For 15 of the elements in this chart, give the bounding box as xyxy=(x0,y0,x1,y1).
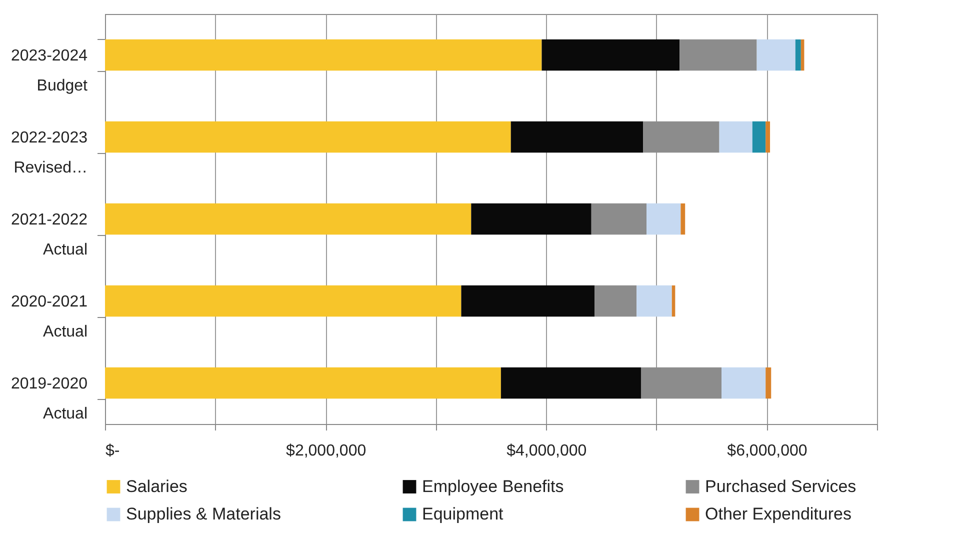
x-tick-label: $- xyxy=(106,442,120,460)
x-tick-label: $2,000,000 xyxy=(286,442,366,460)
x-tick-label: $4,000,000 xyxy=(506,442,587,460)
x-tick-label: $6,000,000 xyxy=(727,442,808,460)
legend-label: Employee Benefits xyxy=(422,476,564,496)
legend-label: Other Expenditures xyxy=(705,504,852,524)
legend-label: Purchased Services xyxy=(705,476,856,496)
y-tick-label: 2020-2021 Actual xyxy=(10,294,88,340)
y-tick-label: 2021-2022 Actual xyxy=(10,212,88,258)
legend-label: Salaries xyxy=(126,476,188,496)
y-tick-label: 2022-2023 Revised… xyxy=(10,130,88,176)
y-tick-label: 2023-2024 Budget xyxy=(10,48,88,94)
legend-label: Equipment xyxy=(422,504,504,524)
y-tick-label: 2019-2020 Actual xyxy=(10,376,88,422)
legend-label: Supplies & Materials xyxy=(126,504,281,524)
